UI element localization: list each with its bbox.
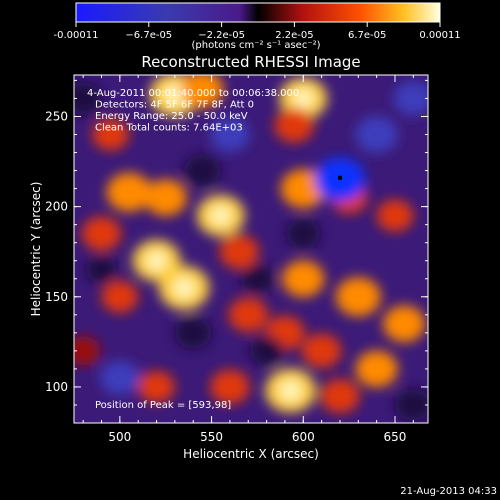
- heatmap-blob: [81, 216, 122, 251]
- heatmap-blob: [174, 316, 212, 349]
- heatmap-blob: [355, 116, 398, 153]
- heatmap-blob: [85, 256, 118, 284]
- heatmap-blob: [376, 199, 414, 232]
- heatmap-blob: [286, 218, 321, 249]
- heatmap-peak-core: [147, 251, 166, 271]
- y-tick-label: 200: [45, 200, 68, 214]
- heatmap-blob: [106, 172, 152, 212]
- heatmap-blob: [101, 280, 139, 313]
- annotation-line: Clean Total counts: 7.64E+03: [95, 123, 243, 134]
- x-tick-label: 550: [200, 430, 223, 444]
- x-tick-label: 600: [292, 430, 315, 444]
- heatmap-blob: [282, 260, 325, 298]
- colorbar: [75, 2, 441, 23]
- peak-marker: [337, 175, 342, 180]
- heatmap-blob: [393, 81, 428, 116]
- heatmap-blob: [335, 277, 381, 317]
- peak-label: Position of Peak = [593,98]: [95, 400, 231, 411]
- heatmap-blob: [100, 360, 140, 396]
- annotation-line: 4-Aug-2011 00:01:40.000 to 00:06:38.000: [87, 88, 299, 99]
- plot-frame: [73, 74, 429, 424]
- heatmap-peak-core: [293, 89, 313, 108]
- y-tick-label: 250: [45, 109, 68, 123]
- colorbar-tick-label: 0.00011: [419, 30, 460, 41]
- heatmap-blob: [228, 297, 269, 333]
- heatmap-blob: [92, 118, 130, 151]
- colorbar-tick-label: 2.2e-05: [275, 30, 313, 41]
- annotation-line: Detectors: 4F 5F 6F 7F 8F, Att 0: [95, 100, 254, 111]
- heatmap-peak-core: [211, 206, 231, 226]
- y-tick-label: 100: [45, 380, 68, 394]
- heatmap-blob: [210, 117, 250, 152]
- image-blobs: [74, 75, 428, 421]
- colorbar-ticks: -0.00011 −6.7e-05 −2.2e-05 2.2e-05 6.7e-05 0.…: [54, 22, 461, 41]
- chart-title: Reconstructed RHESSI Image: [141, 53, 360, 71]
- footer-date: 21-Aug-2013 04:33: [400, 486, 497, 497]
- heatmap-blob: [240, 263, 275, 294]
- colorbar-tick-label: −2.2e-05: [198, 30, 245, 41]
- heatmap-blob: [274, 108, 314, 143]
- colorbar-units: (photons cm⁻² s⁻¹ asec⁻²): [191, 40, 320, 51]
- annotations: 4-Aug-2011 00:01:40.000 to 00:06:38.000D…: [87, 88, 299, 134]
- y-axis: 100 150 200 250: [45, 79, 428, 406]
- heatmap-blob: [74, 82, 102, 115]
- colorbar-tick-label: -0.00011: [54, 30, 99, 41]
- colorbar-tick-label: −6.7e-05: [125, 30, 172, 41]
- heatmap-blob: [320, 378, 360, 414]
- x-axis-label: Heliocentric X (arcsec): [183, 447, 319, 461]
- heatmap-blob: [183, 154, 221, 187]
- heatmap-blob: [210, 369, 250, 405]
- annotation-line: Energy Range: 25.0 - 50.0 keV: [95, 111, 248, 122]
- heatmap-blob: [219, 234, 259, 269]
- heatmap-blob: [74, 336, 101, 366]
- heatmap-peak-core: [174, 277, 194, 298]
- heatmap-blob: [144, 179, 187, 217]
- heatmap-blob: [249, 336, 284, 366]
- x-tick-label: 650: [384, 430, 407, 444]
- colorbar-tick-label: 6.7e-05: [348, 30, 386, 41]
- heatmap-blob: [394, 388, 428, 421]
- heatmap-blob: [280, 168, 326, 209]
- x-axis: 500 550 600 650: [82, 75, 414, 444]
- heatmap-blob: [382, 305, 426, 343]
- y-axis-label: Heliocentric Y (arcsec): [29, 182, 43, 317]
- y-tick-label: 150: [45, 290, 68, 304]
- heatmap-blob: [301, 333, 342, 369]
- heatmap-blob: [355, 350, 398, 388]
- heatmap-blob: [181, 75, 224, 108]
- heatmap-peak-core: [164, 84, 185, 105]
- x-tick-label: 500: [108, 430, 131, 444]
- heatmap-blob: [138, 370, 175, 403]
- heatmap-peak-core: [280, 380, 301, 401]
